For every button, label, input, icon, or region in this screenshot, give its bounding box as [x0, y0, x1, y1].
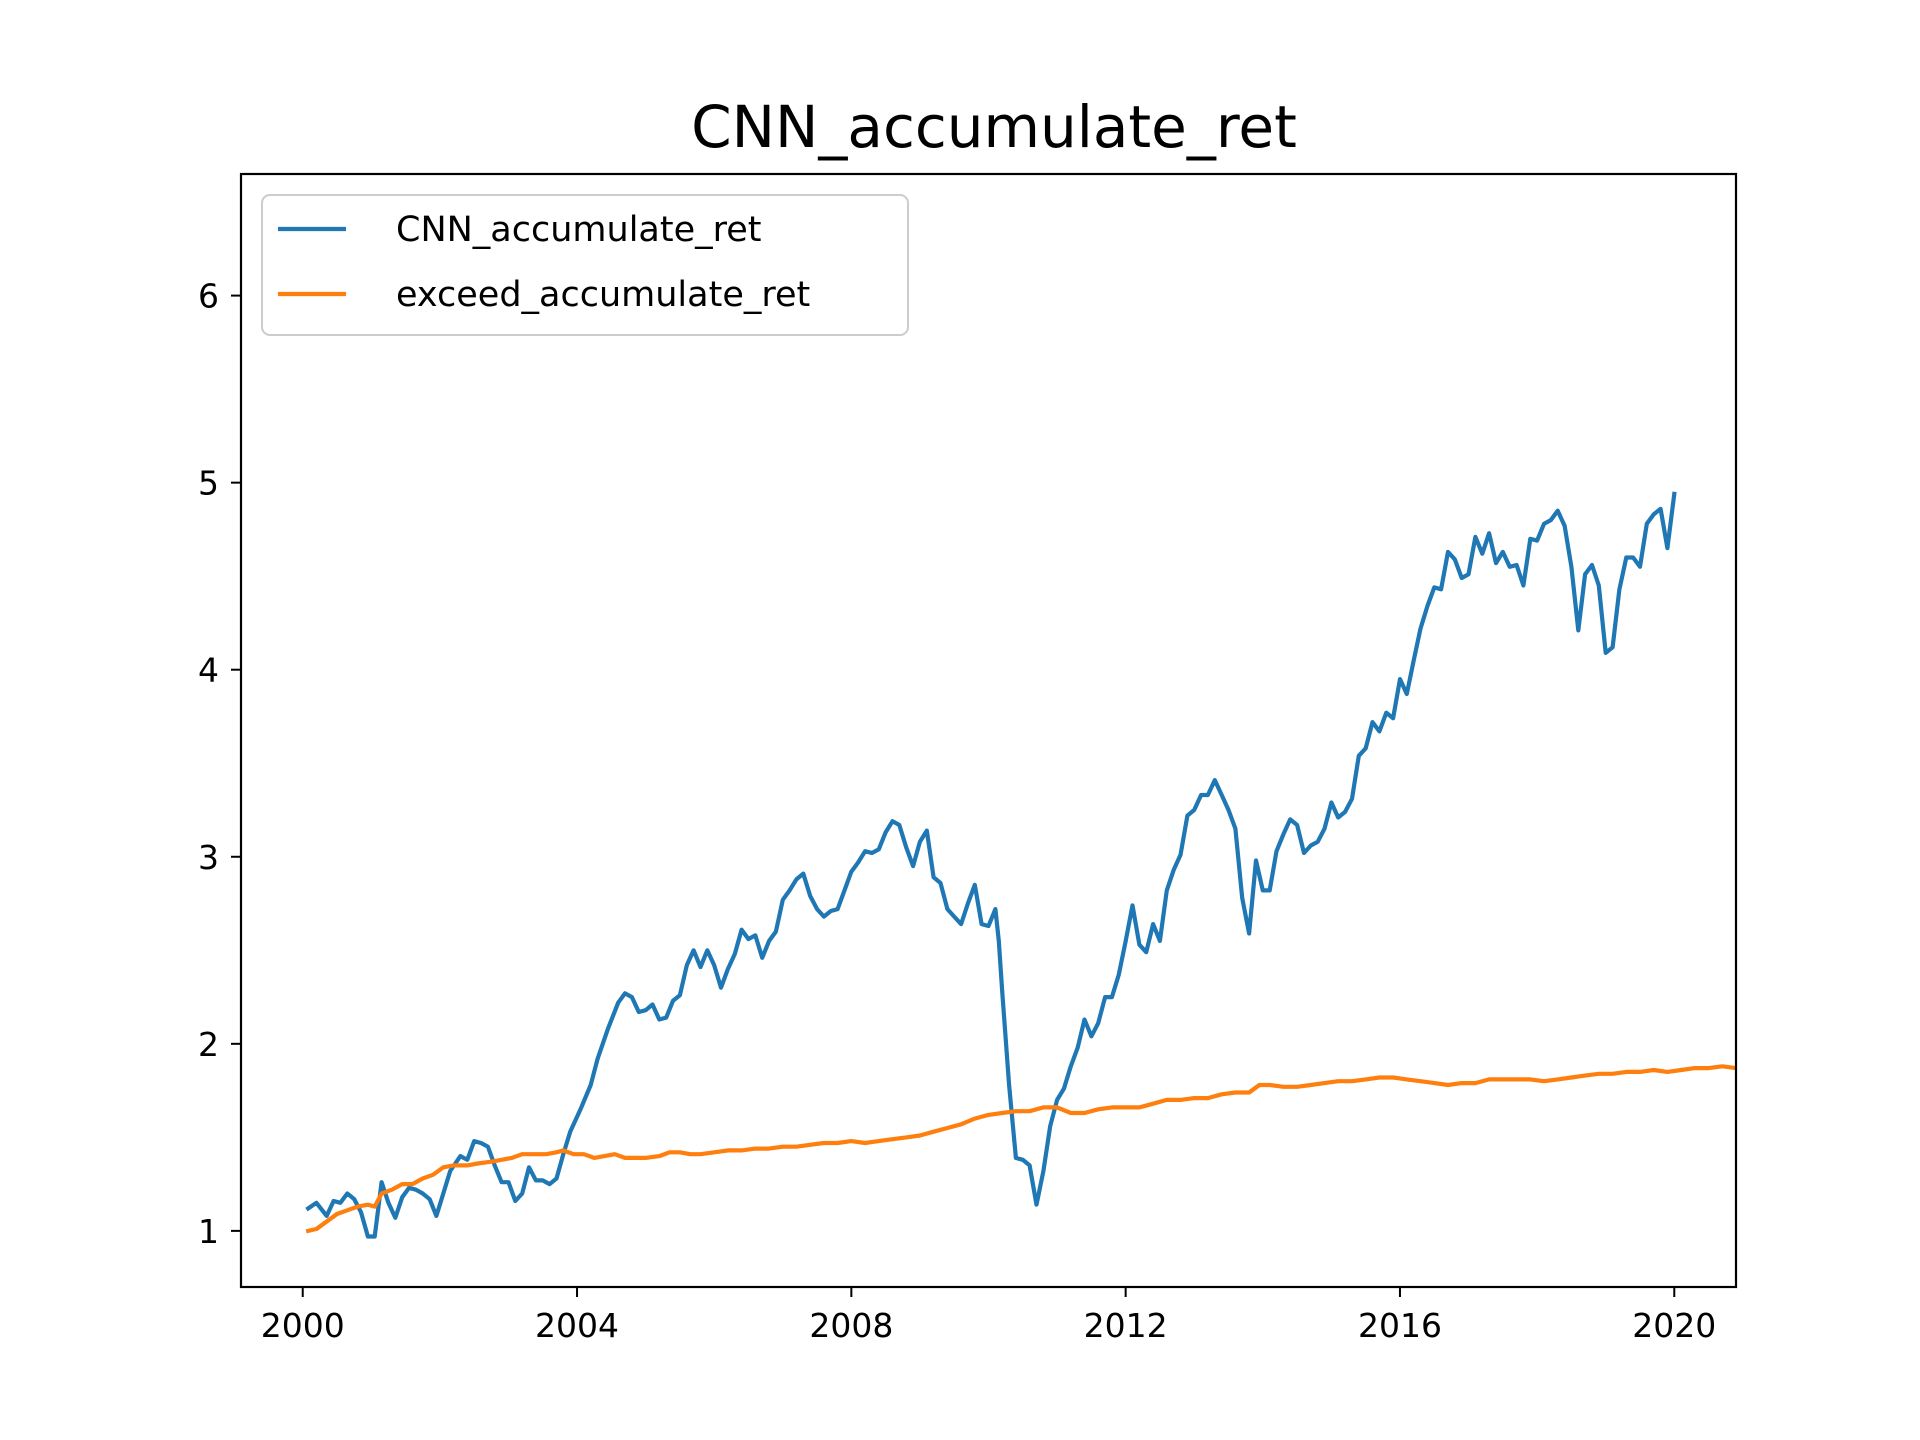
x-tick-label: 2020	[1632, 1306, 1716, 1345]
plot-area	[305, 491, 1736, 1239]
legend-box	[261, 194, 909, 336]
x-tick-label: 2012	[1084, 1306, 1168, 1345]
y-tick-label: 3	[198, 838, 219, 877]
series-line-CNN-accumulate-ret	[305, 491, 1677, 1239]
legend: CNN_accumulate_ret exceed_accumulate_ret	[261, 194, 909, 336]
plot-frame	[239, 172, 1738, 1289]
axes: 2000 2004 2008 2012 2016 2020 1 2 3 4 5 6	[198, 172, 1738, 1345]
legend-label: exceed_accumulate_ret	[396, 275, 810, 315]
legend-label: CNN_accumulate_ret	[396, 210, 762, 250]
x-tick-label: 2008	[809, 1306, 893, 1345]
chart-title: CNN_accumulate_ret	[691, 93, 1297, 161]
y-tick-label: 5	[198, 464, 219, 503]
y-tick-label: 2	[198, 1025, 219, 1064]
series-group	[305, 491, 1736, 1239]
y-tick-label: 4	[198, 651, 219, 690]
y-tick-label: 6	[198, 277, 219, 316]
series-line-exceed-accumulate-ret	[305, 1064, 1736, 1234]
x-tick-label: 2000	[261, 1306, 345, 1345]
x-tick-label: 2004	[535, 1306, 619, 1345]
x-tick-label: 2016	[1358, 1306, 1442, 1345]
y-tick-label: 1	[198, 1212, 219, 1251]
